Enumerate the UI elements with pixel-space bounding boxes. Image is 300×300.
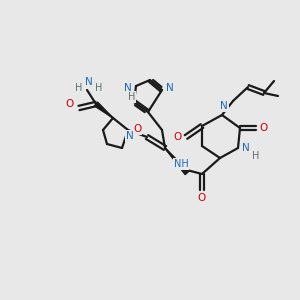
Text: N: N [126, 131, 134, 141]
Polygon shape [94, 102, 113, 118]
Text: H: H [95, 83, 103, 93]
Text: NH: NH [174, 159, 188, 169]
Text: N: N [242, 143, 250, 153]
Text: H: H [252, 151, 260, 161]
Text: N: N [124, 83, 132, 93]
Text: O: O [65, 99, 73, 109]
Text: O: O [133, 124, 141, 134]
Text: H: H [75, 83, 83, 93]
Text: O: O [198, 193, 206, 203]
Text: N: N [220, 101, 228, 111]
Text: O: O [174, 132, 182, 142]
Text: N: N [166, 83, 174, 93]
Text: O: O [260, 123, 268, 133]
Polygon shape [165, 148, 189, 175]
Text: N: N [85, 77, 93, 87]
Text: H: H [128, 92, 136, 102]
